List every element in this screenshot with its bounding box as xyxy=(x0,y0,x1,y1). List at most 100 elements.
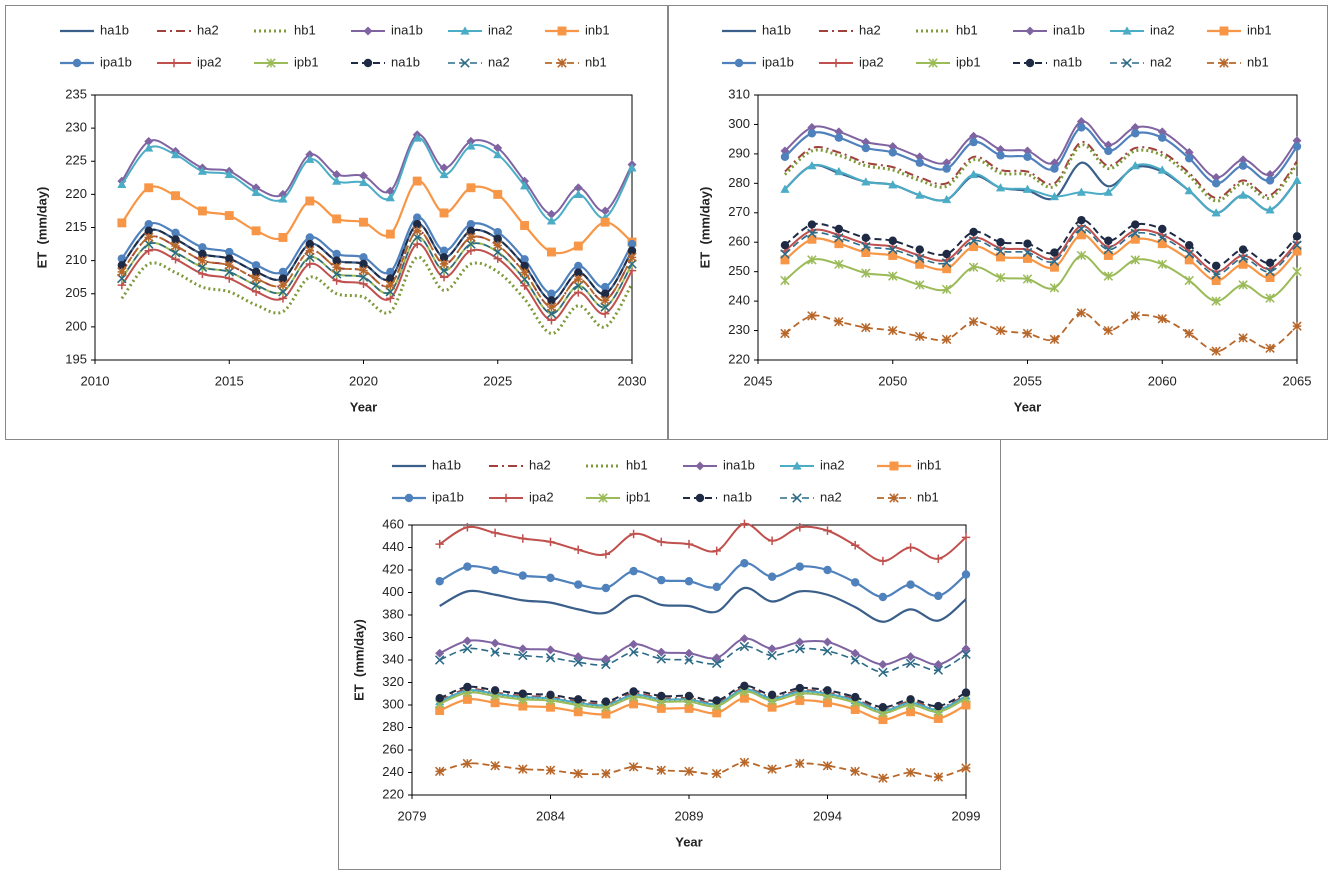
x-tick-label: 2079 xyxy=(398,808,427,823)
point-marker xyxy=(573,652,583,662)
y-tick-label: 420 xyxy=(382,561,404,576)
point-marker xyxy=(1265,266,1275,277)
point-marker xyxy=(466,232,476,243)
point-marker xyxy=(627,163,637,172)
point-marker xyxy=(1049,191,1060,201)
point-marker xyxy=(684,539,694,549)
point-marker xyxy=(888,244,898,255)
point-marker xyxy=(905,658,916,669)
point-marker xyxy=(331,262,342,272)
point-marker xyxy=(1157,259,1167,270)
point-marker xyxy=(657,537,666,547)
y-tick-label: 250 xyxy=(728,263,750,278)
point-marker xyxy=(807,160,817,170)
point-marker xyxy=(520,261,529,271)
point-marker xyxy=(305,196,315,206)
point-marker xyxy=(1158,224,1167,234)
y-tick-label: 280 xyxy=(728,175,750,190)
point-marker xyxy=(493,240,503,251)
point-marker xyxy=(1022,184,1033,193)
point-marker xyxy=(1022,274,1033,284)
point-marker xyxy=(1211,179,1221,188)
point-marker xyxy=(518,701,528,711)
point-marker xyxy=(493,227,502,237)
x-tick-label: 2015 xyxy=(215,373,244,388)
y-axis-title: ET (mm/day) xyxy=(351,619,366,701)
point-marker xyxy=(1219,26,1229,36)
point-marker xyxy=(363,26,373,36)
point-marker xyxy=(888,271,898,281)
point-marker xyxy=(1184,249,1194,259)
legend-label: na1b xyxy=(723,489,752,504)
point-marker xyxy=(1185,240,1194,250)
point-marker xyxy=(739,634,749,644)
point-marker xyxy=(466,141,476,150)
point-marker xyxy=(684,648,694,658)
point-marker xyxy=(1130,311,1141,321)
point-marker xyxy=(834,166,844,176)
point-marker xyxy=(171,228,180,237)
point-marker xyxy=(627,239,637,249)
x-axis-title: Year xyxy=(1014,399,1041,414)
point-marker xyxy=(767,644,777,654)
point-marker xyxy=(546,702,555,712)
point-marker xyxy=(878,667,888,678)
point-marker xyxy=(695,461,705,471)
y-tick-label: 380 xyxy=(382,606,404,621)
point-marker xyxy=(198,243,207,252)
point-marker xyxy=(266,58,276,68)
y-tick-label: 280 xyxy=(382,719,404,734)
point-marker xyxy=(278,194,288,203)
point-marker xyxy=(1184,275,1194,286)
point-marker xyxy=(225,247,234,257)
y-axis-title: ET (mm/day) xyxy=(697,187,712,269)
point-marker xyxy=(305,245,315,256)
point-marker xyxy=(961,649,971,660)
y-tick-label: 200 xyxy=(65,318,87,333)
legend-label: hb1 xyxy=(294,22,316,37)
point-marker xyxy=(961,533,971,542)
point-marker xyxy=(968,236,979,246)
point-marker xyxy=(1049,256,1060,267)
point-marker xyxy=(822,761,833,771)
legend-label: ipb1 xyxy=(626,489,651,504)
point-marker xyxy=(684,655,694,665)
y-tick-label: 440 xyxy=(382,539,404,554)
point-marker xyxy=(600,295,610,306)
point-marker xyxy=(823,526,832,535)
x-tick-label: 2055 xyxy=(1013,373,1042,388)
point-marker xyxy=(1023,152,1032,162)
legend-label: ha1b xyxy=(432,457,461,472)
point-marker xyxy=(1157,165,1167,174)
point-marker xyxy=(386,267,395,277)
x-tick-label: 2010 xyxy=(81,373,110,388)
point-marker xyxy=(412,133,422,142)
legend-label: ipa2 xyxy=(197,54,222,69)
point-marker xyxy=(1238,245,1248,254)
point-marker xyxy=(573,189,583,198)
point-marker xyxy=(961,570,971,579)
point-marker xyxy=(684,703,694,713)
point-marker xyxy=(906,580,915,589)
point-marker xyxy=(518,689,527,698)
point-marker xyxy=(1184,328,1194,339)
point-marker xyxy=(995,325,1006,336)
point-marker xyxy=(72,58,82,68)
point-marker xyxy=(792,493,802,503)
point-marker xyxy=(961,700,971,710)
point-marker xyxy=(961,644,971,654)
point-marker xyxy=(519,181,530,190)
y-tick-label: 360 xyxy=(382,629,404,644)
series-line xyxy=(784,141,1298,200)
point-marker xyxy=(251,273,261,284)
point-marker xyxy=(251,261,261,270)
point-marker xyxy=(834,224,844,234)
plot-area xyxy=(94,94,633,361)
point-marker xyxy=(807,129,817,138)
point-marker xyxy=(197,206,207,216)
point-marker xyxy=(906,707,916,717)
x-tick-label: 2020 xyxy=(349,373,378,388)
point-marker xyxy=(435,706,445,716)
y-tick-label: 235 xyxy=(65,86,87,101)
point-marker xyxy=(1022,247,1033,258)
